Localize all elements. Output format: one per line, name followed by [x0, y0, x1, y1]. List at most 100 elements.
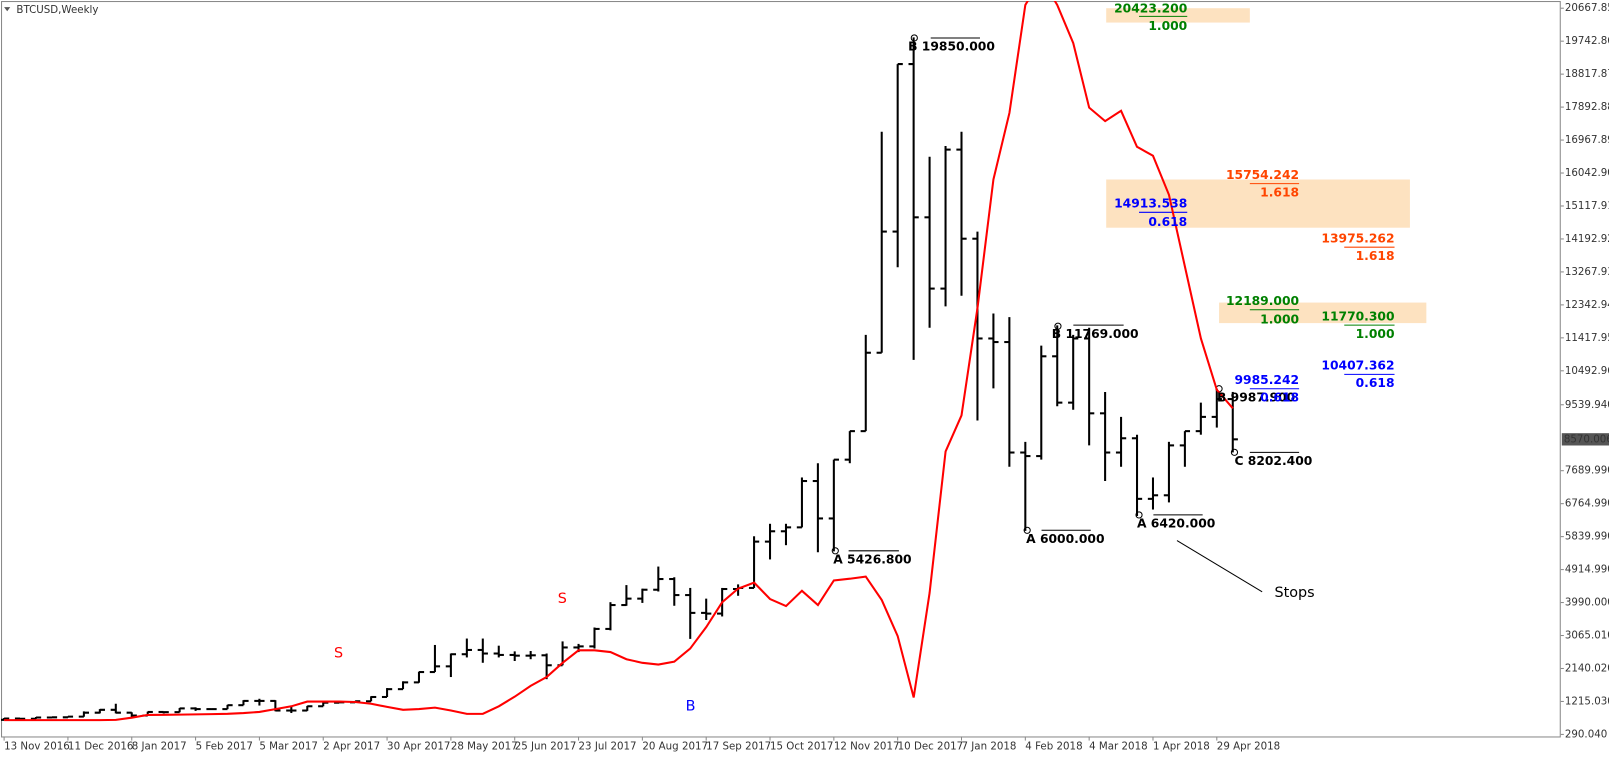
x-tick-label: 12 Nov 2017: [834, 741, 900, 753]
x-tick-label: 17 Sep 2017: [706, 741, 771, 753]
ohlc-bar: [30, 716, 42, 720]
annotation: A 5426.800: [833, 553, 911, 567]
ohlc-bar: [1131, 434, 1143, 516]
y-tick-label: 6764.990: [1565, 498, 1609, 510]
y-tick-label: 12342.940: [1565, 299, 1609, 311]
ohlc-bar: [685, 587, 696, 639]
annotation: B 11769.000: [1052, 327, 1139, 341]
y-tick-label: 4914.990: [1565, 564, 1609, 576]
annotation: 1.618: [1260, 185, 1299, 199]
ohlc-bar: [1099, 391, 1111, 482]
ohlc-bar: [844, 430, 855, 464]
y-tick-label: 14192.920: [1565, 233, 1609, 245]
annotation: B 9987.900: [1217, 390, 1295, 404]
ohlc-bar: [908, 37, 919, 360]
ohlc-bar: [365, 695, 377, 703]
y-tick-label: 5839.990: [1565, 531, 1609, 543]
ohlc-bar: [1068, 334, 1079, 410]
x-tick-label: 28 May 2017: [451, 741, 518, 753]
ohlc-bar: [780, 523, 792, 546]
x-tick-label: 8 Jan 2017: [132, 741, 187, 753]
x-tick-label: 25 Jun 2017: [515, 741, 577, 753]
ohlc-bar: [461, 638, 472, 658]
annotation: Stops: [1274, 585, 1314, 601]
annotation: 13975.262: [1321, 231, 1394, 245]
ohlc-bar: [541, 653, 552, 680]
pivot-marker: [1023, 526, 1031, 534]
ohlc-bar: [1084, 327, 1095, 446]
ohlc-bar: [589, 627, 600, 649]
ohlc-bar: [1036, 345, 1047, 460]
x-tick-label: 4 Mar 2018: [1089, 741, 1147, 753]
fib-zone: [1106, 179, 1410, 228]
ohlc-bar: [637, 588, 648, 603]
annotation: 1.000: [1148, 19, 1187, 33]
ohlc-bar: [1147, 477, 1159, 510]
ohlc-bar: [860, 334, 871, 433]
y-tick-label: 13267.930: [1565, 266, 1609, 278]
ohlc-bar: [1004, 317, 1015, 467]
ohlc-bar: [1020, 441, 1031, 531]
ohlc-bar: [701, 598, 712, 621]
ohlc-bar: [318, 701, 329, 708]
y-tick-label: 16967.890: [1565, 134, 1609, 146]
ohlc-bar: [653, 566, 664, 592]
ohlc-bar: [174, 707, 185, 714]
annotation: 0.618: [1260, 390, 1299, 404]
plot-area: [1, 1, 1238, 722]
y-tick-label: 2140.020: [1565, 662, 1609, 674]
ohlc-bar: [477, 638, 488, 663]
annotation: 0.618: [1356, 376, 1395, 390]
annotation: S: [334, 645, 343, 661]
x-tick-label: 2 Apr 2017: [323, 741, 380, 753]
y-tick-label: 3990.000: [1565, 597, 1609, 609]
y-tick-label: 15117.910: [1565, 200, 1609, 212]
ohlc-bar: [445, 653, 457, 678]
price-tag-label: 8570.006: [1564, 433, 1609, 445]
annotation: 20423.200: [1114, 2, 1187, 16]
ohlc-bar: [669, 577, 680, 606]
ohlc-bar: [1179, 430, 1191, 467]
ohlc-bar: [988, 313, 999, 389]
ohlc-bar: [1115, 416, 1127, 467]
ohlc-bar: [956, 131, 967, 296]
x-tick-label: 11 Dec 2016: [68, 741, 133, 753]
ohlc-bar: [110, 703, 121, 714]
x-tick-label: 4 Feb 2018: [1025, 741, 1082, 753]
stops-pointer: [1176, 540, 1263, 593]
ohlc-bar: [254, 698, 265, 706]
ohlc-bar: [876, 131, 887, 354]
annotation: S: [558, 591, 567, 607]
annotation: 14913.538: [1114, 197, 1187, 211]
ohlc-bar: [828, 458, 839, 552]
ohlc-bar: [238, 699, 249, 707]
y-tick-label: 20667.850: [1565, 2, 1609, 14]
ohlc-bar: [413, 671, 425, 684]
ohlc-bar: [892, 63, 903, 268]
pivot-marker: [1135, 511, 1143, 519]
ohlc-bar: [493, 645, 504, 658]
annotation: A 6420.000: [1137, 517, 1215, 531]
symbol-menu[interactable]: [4, 7, 11, 12]
x-tick-label: 10 Dec 2017: [898, 741, 963, 753]
y-tick-label: 10492.960: [1565, 365, 1609, 377]
x-tick-label: 13 Nov 2016: [4, 741, 70, 753]
fib-zones: [1106, 8, 1427, 324]
pivot-marker: [831, 547, 839, 555]
ohlc-bar: [190, 707, 201, 711]
ohlc-bar: [1052, 325, 1063, 407]
y-tick-label: 1215.030: [1565, 695, 1609, 707]
x-tick-label: 23 Jul 2017: [579, 741, 637, 753]
ohlc-bar: [940, 146, 951, 307]
ohlc-bar: [397, 681, 409, 691]
annotation: A 6000.000: [1026, 532, 1104, 546]
ohlc-bar: [812, 463, 824, 553]
ohlc-bar: [509, 651, 520, 661]
chart-title: BTCUSD,Weekly: [16, 4, 98, 16]
ohlc-bar: [525, 651, 536, 660]
x-tick-label: 5 Mar 2017: [259, 741, 317, 753]
annotation: 9985.242: [1235, 373, 1300, 387]
ohlc-bar: [1195, 402, 1206, 435]
